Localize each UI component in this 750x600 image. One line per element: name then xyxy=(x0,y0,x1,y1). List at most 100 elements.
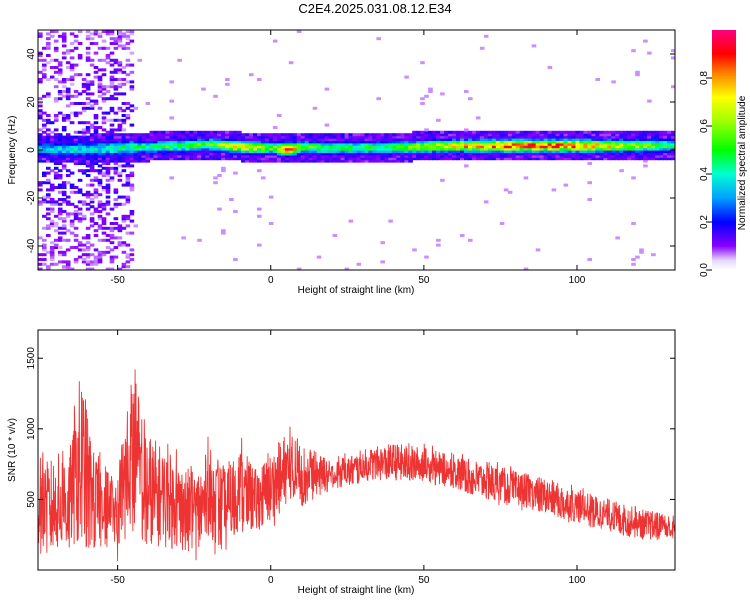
colorbar-tick-label: 0.2 xyxy=(699,215,710,229)
heatmap-cell xyxy=(101,162,107,165)
heatmap-cell xyxy=(249,150,254,153)
heatmap-cell xyxy=(296,147,302,151)
heatmap-cell xyxy=(643,145,648,149)
heatmap-cell xyxy=(368,159,373,163)
heatmap-cell xyxy=(336,138,342,141)
heatmap-cell xyxy=(631,258,636,261)
heatmap-cell xyxy=(197,147,202,151)
heatmap-cell xyxy=(38,51,43,55)
heatmap-cell xyxy=(209,150,214,153)
heatmap-cell xyxy=(392,159,397,163)
heatmap-cell xyxy=(49,121,55,125)
heatmap-cell xyxy=(81,85,87,89)
heatmap-cell xyxy=(547,150,553,153)
heatmap-cell xyxy=(197,135,202,139)
heatmap-cell xyxy=(257,157,262,161)
heatmap-cell xyxy=(495,130,501,134)
heatmap-cell xyxy=(97,183,103,187)
heatmap-cell xyxy=(675,150,680,153)
heatmap-cell xyxy=(400,140,405,144)
heatmap-cell xyxy=(101,222,107,225)
heatmap-cell xyxy=(551,188,557,192)
heatmap-cell xyxy=(38,236,43,240)
heatmap-cell xyxy=(647,99,652,103)
heatmap-cell xyxy=(125,152,131,156)
heatmap-cell xyxy=(85,46,91,50)
heatmap-cell xyxy=(559,130,565,134)
heatmap-cell xyxy=(237,130,242,134)
heatmap-cell xyxy=(129,63,135,67)
heatmap-cell xyxy=(61,200,67,204)
heatmap-cell xyxy=(651,253,656,257)
heatmap-cell xyxy=(173,145,178,149)
heatmap-cell xyxy=(85,73,91,77)
heatmap-cell xyxy=(392,135,397,139)
heatmap-cell xyxy=(81,140,87,144)
heatmap-cell xyxy=(591,157,596,161)
heatmap-cell xyxy=(217,145,222,149)
heatmap-cell xyxy=(543,130,549,134)
heatmap-cell xyxy=(475,142,481,146)
heatmap-cell xyxy=(169,157,174,161)
heatmap-cell xyxy=(133,142,139,146)
heatmap-cell xyxy=(416,150,421,153)
heatmap-cell xyxy=(165,147,170,151)
heatmap-cell xyxy=(356,142,362,146)
heatmap-cell xyxy=(420,135,425,139)
heatmap-cell xyxy=(276,114,282,117)
heatmap-cell xyxy=(472,145,477,149)
heatmap-cell xyxy=(69,171,75,175)
heatmap-cell xyxy=(523,138,529,141)
heatmap-cell xyxy=(181,140,186,144)
heatmap-cell xyxy=(125,157,131,161)
heatmap-cell xyxy=(312,106,318,110)
heatmap-cell xyxy=(221,140,226,144)
heatmap-cell xyxy=(320,135,326,139)
heatmap-cell xyxy=(368,150,373,153)
heatmap-cell xyxy=(97,205,103,209)
heatmap-cell xyxy=(105,202,111,206)
heatmap-cell xyxy=(97,152,103,156)
heatmap-cell xyxy=(113,118,119,122)
heatmap-cell xyxy=(209,142,214,146)
heatmap-cell xyxy=(117,150,123,153)
heatmap-cell xyxy=(85,130,91,134)
heatmap-cell xyxy=(169,99,174,103)
heatmap-cell xyxy=(213,130,218,134)
heatmap-cell xyxy=(117,30,123,33)
heatmap-cell xyxy=(360,157,366,161)
heatmap-cell xyxy=(125,162,131,165)
heatmap-cell xyxy=(348,133,354,137)
heatmap-cell xyxy=(340,145,346,149)
heatmap-cell xyxy=(81,78,87,81)
heatmap-cell xyxy=(137,147,143,151)
heatmap-cell xyxy=(42,253,47,257)
heatmap-cell xyxy=(81,202,87,206)
heatmap-cell xyxy=(97,169,103,173)
heatmap-cell xyxy=(153,135,159,139)
heatmap-cell xyxy=(38,34,43,38)
heatmap-cell xyxy=(169,140,174,144)
heatmap-cell xyxy=(173,142,178,146)
heatmap-cell xyxy=(53,174,59,177)
heatmap-cell xyxy=(559,147,565,151)
heatmap-cell xyxy=(157,150,162,153)
heatmap-cell xyxy=(663,152,668,156)
heatmap-cell xyxy=(213,94,218,98)
heatmap-cell xyxy=(69,212,75,216)
heatmap-cell xyxy=(253,140,258,144)
heatmap-cell xyxy=(328,145,334,149)
heatmap-cell xyxy=(181,142,186,146)
heatmap-cell xyxy=(444,135,449,139)
heatmap-cell xyxy=(61,116,67,120)
heatmap-cell xyxy=(85,162,91,165)
heatmap-cell xyxy=(364,147,370,151)
heatmap-cell xyxy=(284,147,290,151)
heatmap-cell xyxy=(440,135,445,139)
heatmap-cell xyxy=(671,85,675,89)
heatmap-cell xyxy=(101,46,107,50)
heatmap-cell xyxy=(587,258,592,261)
heatmap-cell xyxy=(340,150,346,153)
heatmap-cell xyxy=(675,131,680,134)
